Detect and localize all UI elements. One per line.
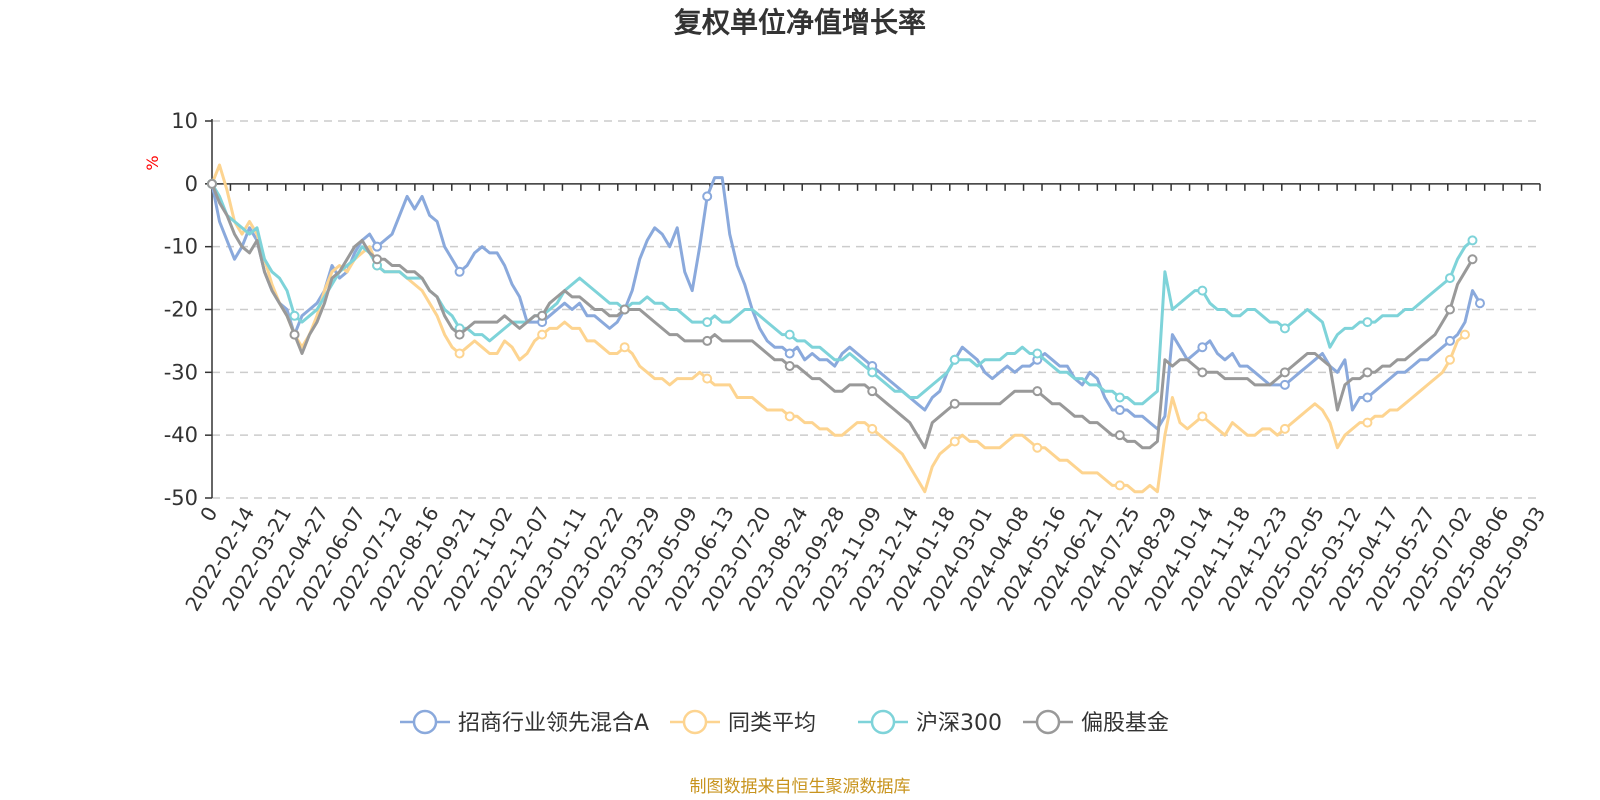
series-point	[454, 348, 465, 359]
series-point	[1279, 379, 1290, 390]
legend-item: 同类平均	[670, 709, 816, 736]
series-point	[949, 354, 960, 365]
series-point	[949, 398, 960, 409]
series-point	[1474, 298, 1485, 309]
series-point	[289, 329, 300, 340]
y-tick-label: -10	[164, 235, 198, 259]
y-tick-label: 0	[185, 172, 198, 196]
legend-label: 沪深300	[916, 711, 1002, 736]
series-point	[784, 348, 795, 359]
series-point	[454, 266, 465, 277]
series-point	[1362, 367, 1373, 378]
series-point	[1444, 273, 1455, 284]
series-point	[867, 423, 878, 434]
series-point	[372, 254, 383, 265]
series-point	[1362, 392, 1373, 403]
series-point	[1197, 285, 1208, 296]
series-point	[1279, 323, 1290, 334]
y-tick-label: -20	[164, 298, 198, 322]
x-tick-label: 0	[195, 503, 222, 526]
series-point	[1032, 348, 1043, 359]
legend-marker	[682, 709, 708, 735]
series-point	[537, 329, 548, 340]
series-point	[1279, 367, 1290, 378]
legend-label: 偏股基金	[1081, 711, 1169, 736]
series-point	[1444, 354, 1455, 365]
series-point	[1114, 392, 1125, 403]
series-point	[1197, 367, 1208, 378]
y-tick-label: 10	[171, 109, 198, 133]
legend-marker	[412, 709, 438, 735]
source-note: 制图数据来自恒生聚源数据库	[690, 777, 911, 797]
series-point	[619, 342, 630, 353]
series-point	[1032, 442, 1043, 453]
y-tick-label: -40	[164, 423, 198, 447]
series-point	[1032, 386, 1043, 397]
series-point	[702, 191, 713, 202]
legend-item: 招商行业领先混合A	[400, 709, 649, 736]
series-point	[1197, 342, 1208, 353]
series-point	[702, 317, 713, 328]
x-axis-ticks: 02022-02-142022-03-212022-04-272022-06-0…	[180, 183, 1550, 615]
series-point	[1279, 423, 1290, 434]
y-tick-label: -50	[164, 486, 198, 510]
series-point	[702, 373, 713, 384]
series-point	[1362, 417, 1373, 428]
series-point	[949, 436, 960, 447]
series-point	[1459, 329, 1470, 340]
series-point	[1444, 304, 1455, 315]
series-point	[1467, 254, 1478, 265]
series-point	[1114, 480, 1125, 491]
series-line-4	[210, 182, 1474, 450]
series-line-2	[210, 163, 1467, 494]
legend-item: 沪深300	[858, 709, 1002, 736]
series-point	[784, 411, 795, 422]
series-point	[372, 241, 383, 252]
series-point	[1362, 317, 1373, 328]
series-point	[1197, 411, 1208, 422]
series-point	[867, 386, 878, 397]
series-point	[702, 335, 713, 346]
series-point	[619, 304, 630, 315]
legend: 招商行业领先混合A 同类平均 沪深300 偏股基金	[400, 709, 1169, 736]
series-point	[784, 329, 795, 340]
series-point	[289, 310, 300, 321]
series-point	[207, 178, 217, 189]
chart-title: 复权单位净值增长率	[674, 6, 926, 39]
legend-marker	[1035, 709, 1061, 735]
series-point	[1114, 405, 1125, 416]
y-tick-label: -30	[164, 360, 198, 384]
y-axis-unit: %	[143, 155, 162, 170]
series-point	[1114, 430, 1125, 441]
series-point	[1467, 235, 1478, 246]
legend-marker	[870, 709, 896, 735]
legend-item: 偏股基金	[1023, 709, 1169, 736]
legend-label: 招商行业领先混合A	[458, 711, 649, 736]
series-line-1	[210, 176, 1482, 431]
series-point	[1444, 335, 1455, 346]
series-lines	[207, 163, 1485, 494]
series-point	[537, 310, 548, 321]
y-axis-ticks: 10 0 -10 -20 -30 -40 -50	[164, 109, 212, 510]
legend-label: 同类平均	[728, 711, 816, 736]
series-point	[454, 329, 465, 340]
series-point	[867, 367, 878, 378]
series-point	[784, 361, 795, 372]
